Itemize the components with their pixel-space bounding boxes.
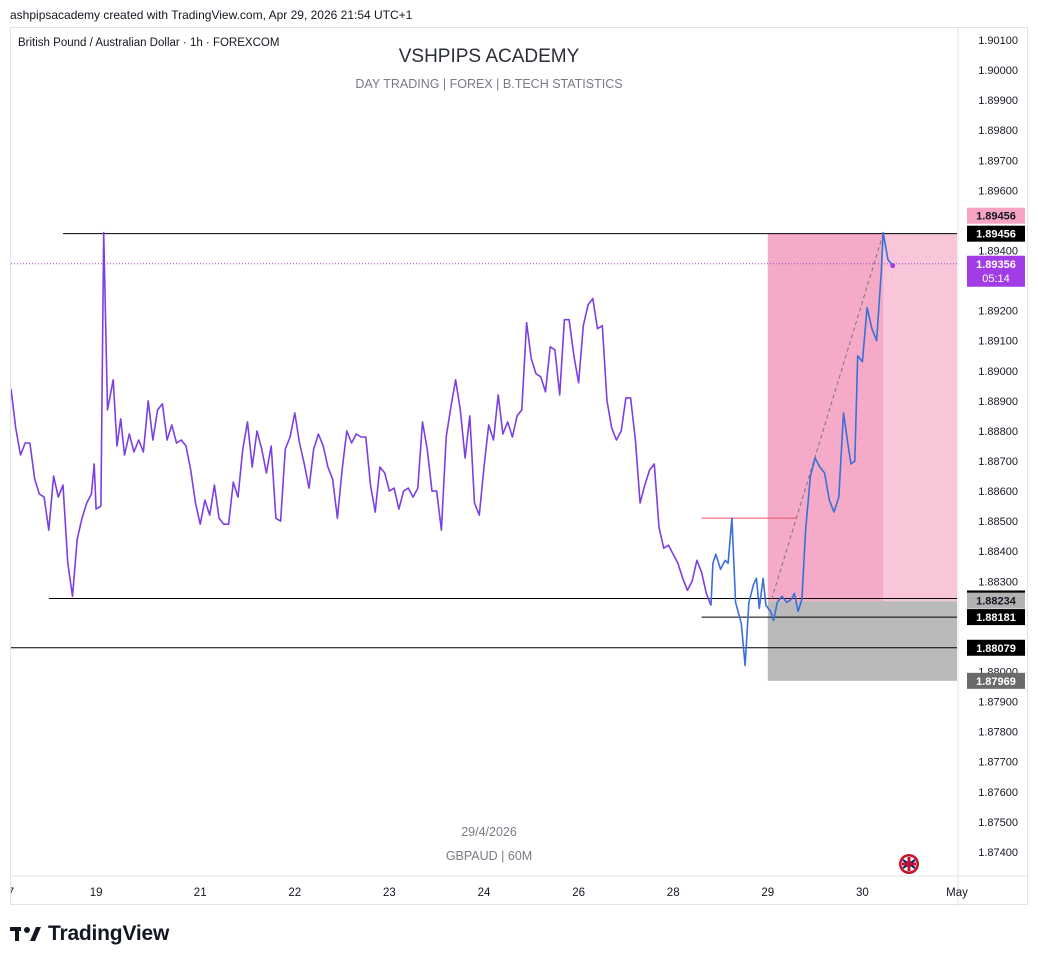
watermark-symbol: GBPAUD | 60M xyxy=(446,849,532,863)
y-tick-label: 1.88300 xyxy=(978,576,1018,588)
y-tick-label: 1.89200 xyxy=(978,306,1018,318)
price-chart[interactable]: VSHPIPS ACADEMY DAY TRADING | FOREX | B.T… xyxy=(11,28,1029,906)
last-price-label: 1.89356 xyxy=(976,259,1016,271)
tradingview-wordmark: TradingView xyxy=(48,922,170,945)
x-tick-label: May xyxy=(946,887,968,899)
chart-title: VSHPIPS ACADEMY xyxy=(399,46,580,67)
position-price-label: 1.89456 xyxy=(976,211,1016,223)
x-tick-label: 7 xyxy=(11,887,14,899)
tradingview-logo-icon xyxy=(10,927,41,941)
y-tick-label: 1.88800 xyxy=(978,426,1018,438)
last-price-label-bg xyxy=(967,255,1025,287)
chart-caption: ashpipsacademy created with TradingView.… xyxy=(10,8,413,22)
price-series-1 xyxy=(710,231,894,667)
y-tick-label: 1.88700 xyxy=(978,456,1018,468)
last-price-countdown: 05:14 xyxy=(982,273,1010,285)
y-tick-label: 1.88900 xyxy=(978,396,1018,408)
y-tick-label: 1.89000 xyxy=(978,366,1018,378)
y-tick-label: 1.89400 xyxy=(978,246,1018,258)
position-price-label-bg xyxy=(967,592,1025,609)
level-price-label: 1.88079 xyxy=(976,643,1016,655)
x-tick-label: 29 xyxy=(761,887,774,899)
y-tick-label: 1.87900 xyxy=(978,697,1018,709)
y-tick-label: 1.87800 xyxy=(978,727,1018,739)
y-tick-label: 1.88400 xyxy=(978,546,1018,558)
tradingview-logo[interactable]: TradingView xyxy=(10,922,169,946)
x-tick-label: 30 xyxy=(856,887,869,899)
y-tick-label: 1.87600 xyxy=(978,787,1018,799)
y-tick-label: 1.89800 xyxy=(978,125,1018,137)
y-tick-label: 1.87700 xyxy=(978,757,1018,769)
x-tick-label: 21 xyxy=(194,887,207,899)
y-tick-label: 1.89700 xyxy=(978,155,1018,167)
x-tick-label: 23 xyxy=(383,887,396,899)
level-price-label-bg xyxy=(967,609,1025,626)
projection-line xyxy=(771,233,884,600)
symbol-description: British Pound / Australian Dollar · 1h ·… xyxy=(18,37,279,49)
last-price-dot xyxy=(890,263,896,269)
x-tick-label: 26 xyxy=(572,887,585,899)
y-tick-label: 1.90100 xyxy=(978,35,1018,47)
y-tick-label: 1.87400 xyxy=(978,847,1018,859)
y-tick-label: 1.90000 xyxy=(978,65,1018,77)
target-zone-filled xyxy=(767,233,884,602)
y-tick-label: 1.89900 xyxy=(978,95,1018,107)
level-price-label: 1.88181 xyxy=(976,612,1016,624)
position-price-label-bg xyxy=(967,207,1025,224)
price-series-0 xyxy=(11,231,712,606)
chart-subtitle: DAY TRADING | FOREX | B.TECH STATISTICS xyxy=(355,77,622,91)
position-price-label-bg xyxy=(967,672,1025,689)
y-tick-label: 1.88600 xyxy=(978,486,1018,498)
x-tick-label: 28 xyxy=(667,887,680,899)
y-tick-label: 1.88500 xyxy=(978,516,1018,528)
x-tick-label: 19 xyxy=(90,887,103,899)
position-price-label: 1.88234 xyxy=(976,596,1017,608)
y-tick-label: 1.89100 xyxy=(978,336,1018,348)
level-price-label-bg xyxy=(967,639,1025,656)
x-tick-label: 24 xyxy=(478,887,491,899)
watermark-date: 29/4/2026 xyxy=(461,825,517,839)
level-price-label-bg xyxy=(967,225,1025,242)
stop-zone xyxy=(767,601,957,681)
x-tick-label: 22 xyxy=(288,887,301,899)
y-tick-label: 1.89600 xyxy=(978,185,1018,197)
uk-flag-icon[interactable] xyxy=(899,854,919,874)
chart-frame[interactable]: VSHPIPS ACADEMY DAY TRADING | FOREX | B.T… xyxy=(10,27,1029,906)
y-tick-label: 1.87500 xyxy=(978,817,1018,829)
level-price-label: 1.89456 xyxy=(976,229,1016,241)
position-price-label: 1.87969 xyxy=(976,676,1016,688)
